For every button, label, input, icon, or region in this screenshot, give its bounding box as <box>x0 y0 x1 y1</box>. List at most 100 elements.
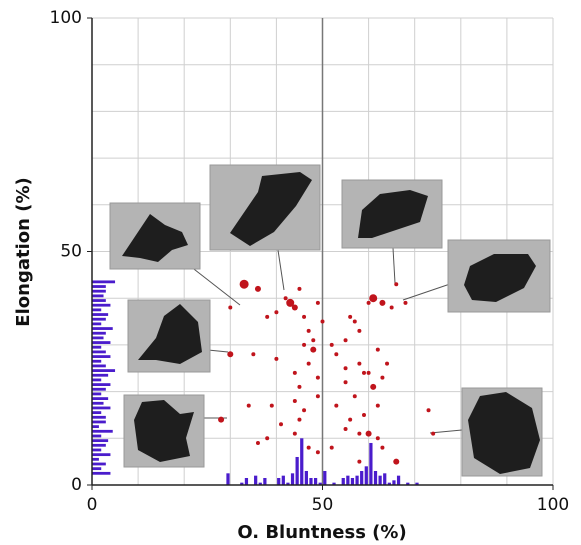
point <box>352 394 357 399</box>
point <box>315 300 320 305</box>
histogram-bar <box>92 411 102 415</box>
histogram-bar <box>304 470 308 485</box>
point <box>306 445 311 450</box>
point <box>380 375 385 380</box>
y-axis-title: Elongation (%) <box>13 177 34 326</box>
point <box>320 319 325 324</box>
histogram-bar <box>378 475 382 485</box>
point <box>306 328 311 333</box>
histogram-bar <box>364 466 368 485</box>
histogram-bar <box>92 387 106 391</box>
particle <box>464 254 536 302</box>
point <box>343 366 348 371</box>
point <box>379 299 386 306</box>
histogram-bar <box>360 470 364 485</box>
histogram-bar <box>92 443 106 447</box>
leader-line <box>402 283 451 301</box>
point <box>297 417 302 422</box>
point <box>329 342 334 347</box>
histogram-bar <box>92 467 102 471</box>
y-tick-label: 0 <box>71 475 82 495</box>
histogram-bar <box>92 308 102 312</box>
histogram-bar <box>92 327 113 330</box>
histogram-bar <box>387 482 391 485</box>
point <box>393 458 400 465</box>
histogram-bar <box>92 364 106 368</box>
particle <box>468 392 540 474</box>
x-tick-label: 100 <box>537 495 569 515</box>
histogram-bar <box>254 475 258 485</box>
point <box>283 296 288 301</box>
point <box>274 356 279 361</box>
particle-images <box>109 164 551 477</box>
point <box>357 431 362 436</box>
histogram-bar <box>92 373 109 377</box>
histogram-bar <box>92 429 113 433</box>
particle <box>122 214 188 262</box>
histogram-bar <box>92 453 111 457</box>
point <box>394 282 399 287</box>
point <box>366 300 371 305</box>
histograms <box>92 280 419 485</box>
point <box>348 417 353 422</box>
histogram-bar <box>258 482 262 485</box>
histogram-bar <box>373 470 378 485</box>
point <box>352 319 357 324</box>
point <box>239 279 249 289</box>
histogram-bar <box>346 475 350 485</box>
leader-line <box>429 429 463 434</box>
leader-line <box>189 265 241 306</box>
histogram-bar <box>392 480 396 485</box>
point <box>265 314 270 319</box>
point <box>361 412 366 417</box>
histogram-bar <box>281 475 285 485</box>
point <box>315 375 320 380</box>
histogram-bar <box>92 420 106 424</box>
x-tick-label: 0 <box>87 495 98 515</box>
point <box>302 314 307 319</box>
histogram-bar <box>92 336 104 340</box>
histogram-bar <box>92 406 111 410</box>
point <box>366 370 371 375</box>
histogram-bar <box>295 456 299 485</box>
histogram-bar <box>92 439 109 443</box>
point <box>380 445 385 450</box>
point <box>302 342 307 347</box>
histogram-bar <box>244 477 249 485</box>
point <box>254 285 261 292</box>
point <box>274 310 279 315</box>
histogram-bar <box>92 280 116 284</box>
histogram-bar <box>92 415 106 419</box>
point <box>251 352 256 357</box>
axes: 0 50 100 0 50 100 <box>50 8 570 515</box>
histogram-bar <box>92 341 111 344</box>
point <box>306 361 311 366</box>
point <box>302 408 307 413</box>
histogram-bar <box>92 378 102 382</box>
histogram-bar <box>263 477 267 485</box>
point <box>343 426 348 431</box>
point <box>385 361 390 366</box>
histogram-bar <box>313 477 318 485</box>
point <box>357 328 362 333</box>
point <box>375 403 380 408</box>
histogram-bar <box>277 477 281 485</box>
point <box>343 338 348 343</box>
point <box>246 403 251 408</box>
point <box>315 394 320 399</box>
histogram-bar <box>92 434 102 438</box>
particle <box>138 304 202 364</box>
leader-line <box>392 247 396 284</box>
histogram-bar <box>286 482 290 485</box>
histogram-bar <box>92 331 106 335</box>
histogram-bar <box>92 401 104 405</box>
histogram-bar <box>92 462 106 466</box>
point <box>279 422 284 427</box>
histogram-bar <box>350 477 355 485</box>
y-tick-label: 100 <box>50 8 82 28</box>
histogram-bar <box>92 285 106 288</box>
point <box>228 305 233 310</box>
leader-line <box>207 349 229 353</box>
particle <box>134 400 194 462</box>
